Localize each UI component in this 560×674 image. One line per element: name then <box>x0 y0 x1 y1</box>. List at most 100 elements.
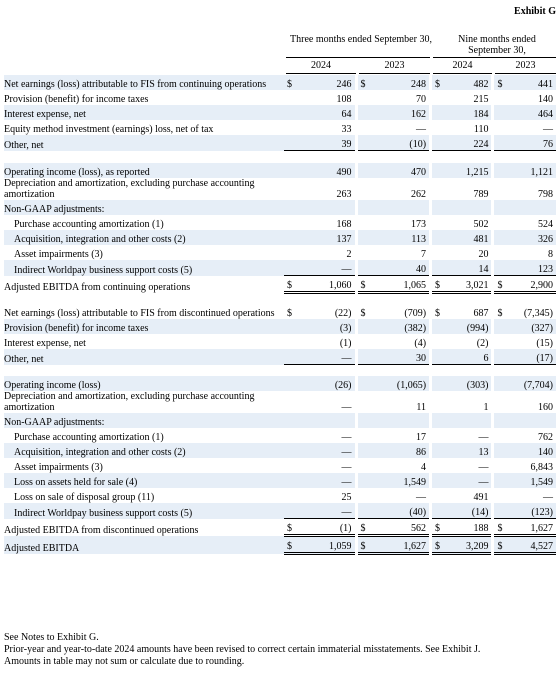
currency-symbol <box>494 260 507 276</box>
row-label: Equity method investment (earnings) loss… <box>4 124 214 135</box>
footer-note-2: Prior-year and year-to-date 2024 amounts… <box>4 644 481 655</box>
value-cell: 39 <box>296 135 355 151</box>
row-label: Operating income (loss), as reported <box>4 163 285 178</box>
currency-symbol <box>494 178 506 200</box>
currency-symbol <box>494 105 507 120</box>
value-cell: — <box>296 349 355 365</box>
value-cell: 798 <box>538 189 553 200</box>
currency-symbol <box>432 391 444 413</box>
currency-symbol <box>358 428 370 443</box>
currency-symbol <box>432 230 445 245</box>
currency-symbol <box>284 443 297 458</box>
row-label: Other, net <box>4 349 285 365</box>
currency-symbol <box>494 245 506 260</box>
value-cell: 140 <box>506 443 556 458</box>
row-label: Adjusted EBITDA from discontinued operat… <box>4 524 199 536</box>
value-cell: (7,345) <box>523 308 553 319</box>
value-cell: 490 <box>296 163 355 178</box>
table-row: Asset impairments (3) — 4 — 6,843 <box>4 458 556 473</box>
currency-symbol: $ <box>494 518 507 537</box>
value-cell: — <box>444 473 492 488</box>
header-year-1: 2024 <box>311 60 331 71</box>
value-cell: 2 <box>346 249 352 260</box>
currency-symbol <box>432 334 444 349</box>
section-spacer <box>4 365 556 377</box>
value-cell: — <box>341 462 352 473</box>
table-row: Loss on sale of disposal group (11) 25 — 49… <box>4 488 556 503</box>
table-row: Depreciation and amortization, excluding… <box>4 178 556 200</box>
row-label: Provision (benefit) for income taxes <box>4 94 149 105</box>
row-label: Other, net <box>4 135 285 151</box>
value-cell: — <box>296 260 355 276</box>
value-cell <box>444 200 492 215</box>
currency-symbol: $ <box>284 535 297 555</box>
value-cell: — <box>296 473 355 488</box>
table-row: Non-GAAP adjustments: <box>4 413 556 428</box>
value-cell: (303) <box>444 376 492 391</box>
currency-symbol: $ <box>287 308 293 319</box>
value-cell: 762 <box>538 432 553 443</box>
currency-symbol <box>284 245 296 260</box>
row-label: Acquisition, integration and other costs… <box>4 443 285 458</box>
currency-symbol: $ <box>357 75 370 90</box>
value-cell: (2) <box>476 338 489 349</box>
currency-symbol <box>494 473 507 488</box>
currency-symbol <box>357 503 370 519</box>
table-row: Equity method investment (earnings) loss… <box>4 120 556 135</box>
currency-symbol <box>432 120 444 135</box>
currency-symbol: $ <box>494 535 507 555</box>
value-cell: 8 <box>548 249 553 260</box>
currency-symbol <box>432 163 445 178</box>
currency-symbol <box>284 319 297 334</box>
table-row: Adjusted EBITDA from discontinued operat… <box>4 518 556 537</box>
value-cell: — <box>341 402 352 413</box>
table-row: Interest expense, net (1) (4) (2) (15) <box>4 334 556 349</box>
value-cell: 70 <box>416 94 427 105</box>
row-label: Adjusted EBITDA <box>4 535 285 554</box>
value-cell: 215 <box>473 94 489 105</box>
value-cell: 184 <box>444 105 492 120</box>
value-cell: (382) <box>369 319 430 334</box>
currency-symbol <box>284 230 297 245</box>
row-label: Indirect Worldpay business support costs… <box>4 503 285 519</box>
currency-symbol <box>357 163 370 178</box>
table-row: Other, net 39 (10) 224 76 <box>4 135 556 151</box>
value-cell: — <box>543 124 553 135</box>
table-row: Non-GAAP adjustments: <box>4 200 556 215</box>
table-row: Acquisition, integration and other costs… <box>4 443 556 458</box>
value-cell: — <box>478 462 489 473</box>
currency-symbol <box>432 413 445 428</box>
value-cell: 687 <box>473 308 489 319</box>
header-nine-months: Nine months ended September 30, <box>458 34 536 56</box>
section-spacer <box>4 293 556 305</box>
currency-symbol <box>358 334 370 349</box>
value-cell <box>296 413 355 428</box>
currency-symbol <box>284 376 297 391</box>
currency-symbol <box>432 503 445 519</box>
value-cell: 1,549 <box>369 473 430 488</box>
row-label: Asset impairments (3) <box>14 249 103 260</box>
currency-symbol <box>494 503 507 519</box>
value-cell <box>369 413 430 428</box>
currency-symbol <box>494 334 506 349</box>
value-cell: 481 <box>444 230 492 245</box>
currency-symbol <box>494 376 507 391</box>
currency-symbol <box>284 200 297 215</box>
currency-symbol: $ <box>357 535 370 555</box>
currency-symbol <box>494 413 507 428</box>
currency-symbol <box>494 90 506 105</box>
row-label: Net earnings (loss) attributable to FIS … <box>4 308 275 319</box>
value-cell: 33 <box>341 124 352 135</box>
currency-symbol: $ <box>284 275 297 294</box>
table-row: Adjusted EBITDA $1,059 $1,627 $3,209 $4,527 <box>4 535 556 555</box>
value-cell: 11 <box>416 402 427 413</box>
table-row: Interest expense, net 64 162 184 464 <box>4 105 556 120</box>
value-cell: 6 <box>444 349 492 365</box>
row-label: Loss on sale of disposal group (11) <box>14 492 155 503</box>
row-label: Non-GAAP adjustments: <box>4 200 285 215</box>
currency-symbol <box>432 473 445 488</box>
value-cell: (1) <box>339 338 352 349</box>
value-cell: 1,215 <box>444 163 492 178</box>
value-cell: — <box>341 432 352 443</box>
currency-symbol <box>494 215 506 230</box>
